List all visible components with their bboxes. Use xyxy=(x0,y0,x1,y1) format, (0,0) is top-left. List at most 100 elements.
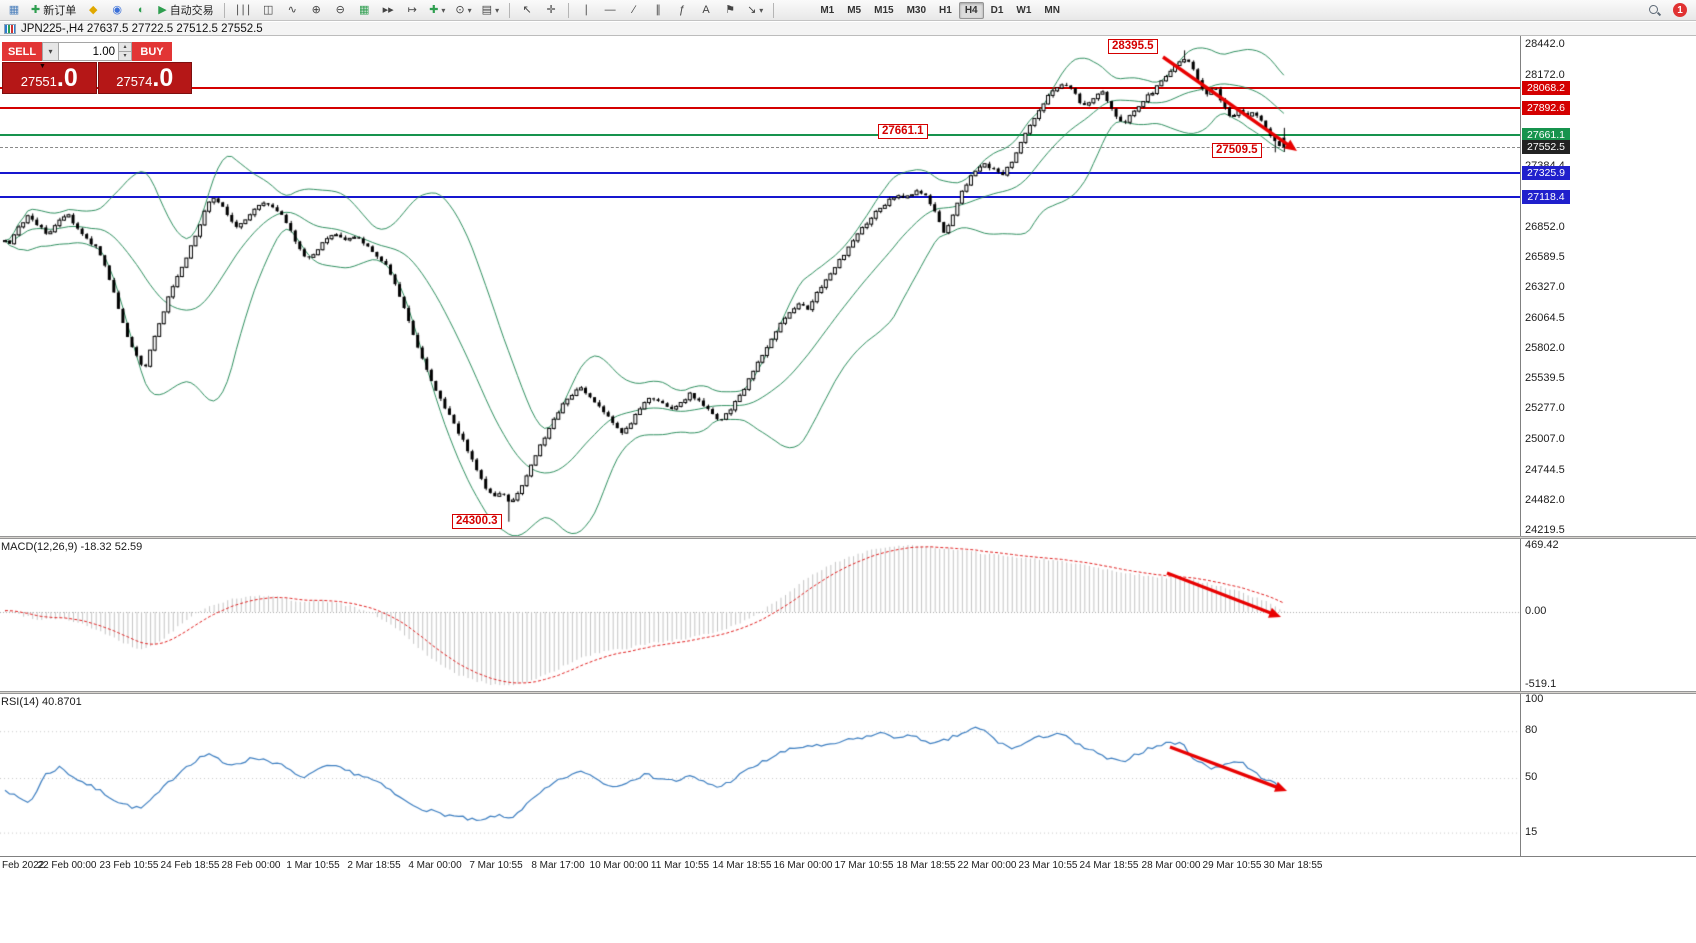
rsi-axis-label: 80 xyxy=(1525,724,1538,736)
macd-panel-splitter[interactable] xyxy=(0,536,1696,539)
chart-window-button[interactable]: ▦ xyxy=(3,1,25,19)
price-axis-label: 24744.5 xyxy=(1525,464,1565,476)
line-chart-icon: ∿ xyxy=(287,3,297,16)
toolbar-separator xyxy=(223,2,225,18)
bar-chart-icon: ∣∣∣ xyxy=(234,3,252,16)
time-axis-label: 1 Mar 10:55 xyxy=(286,860,340,871)
trendline-button[interactable]: ∕ xyxy=(623,1,645,19)
notification-badge[interactable]: 1 xyxy=(1673,3,1687,17)
price-axis-label: 25539.5 xyxy=(1525,372,1565,384)
volume-decrease-button[interactable]: ▾ xyxy=(119,52,131,60)
chart-window-titlebar: JPN225-,H4 27637.5 27722.5 27512.5 27552… xyxy=(0,22,1696,36)
volume-input[interactable] xyxy=(59,42,119,61)
time-axis-label: 14 Mar 18:55 xyxy=(712,860,772,871)
fibonacci-button[interactable]: ƒ xyxy=(671,1,693,19)
time-axis-label: 29 Mar 10:55 xyxy=(1202,860,1262,871)
price-chart-canvas[interactable] xyxy=(0,36,1520,536)
market-watch-icon: ◉ xyxy=(112,3,123,16)
channel-button[interactable]: ∥ xyxy=(647,1,669,19)
price-axis-label: 28442.0 xyxy=(1525,38,1565,50)
tile-windows-button[interactable]: ▦ xyxy=(353,1,375,19)
timeframe-m1[interactable]: M1 xyxy=(820,4,835,16)
timeframe-mn[interactable]: MN xyxy=(1044,4,1060,16)
rsi-axis-label: 15 xyxy=(1525,826,1538,838)
zoom-in-icon: ⊕ xyxy=(311,3,321,16)
toolbar-separator xyxy=(773,2,775,18)
price-badge: 28068.2 xyxy=(1522,81,1570,95)
macd-indicator-label: MACD(12,26,9) -18.32 52.59 xyxy=(1,541,143,553)
bar-chart-button[interactable]: ∣∣∣ xyxy=(231,1,256,19)
text-button[interactable]: A xyxy=(695,1,717,19)
cursor-button[interactable]: ↖ xyxy=(516,1,538,19)
timeframe-h1[interactable]: H1 xyxy=(939,4,952,16)
crosshair-button[interactable]: ✛ xyxy=(540,1,562,19)
buy-button[interactable]: BUY xyxy=(132,42,172,61)
buy-price-fraction: .0 xyxy=(152,64,174,92)
market-watch-button[interactable]: ◉ xyxy=(106,1,128,19)
chart-window-icon: ▦ xyxy=(8,3,20,16)
line-chart-button[interactable]: ∿ xyxy=(281,1,303,19)
toolbar-right: 1 xyxy=(1643,1,1693,19)
auto-trading-button[interactable]: ▶ 自动交易 xyxy=(154,1,217,19)
vertical-line-button[interactable]: ∣ xyxy=(575,1,597,19)
time-axis-label: 22 Feb 00:00 xyxy=(37,860,97,871)
chart-area: MACD(12,26,9) -18.32 52.59 RSI(14) 40.87… xyxy=(0,36,1696,875)
time-axis-label: 11 Mar 10:55 xyxy=(650,860,710,871)
cursor-icon: ↖ xyxy=(522,3,532,16)
horizontal-line-button[interactable]: ― xyxy=(599,1,621,19)
toolbar-separator xyxy=(509,2,511,18)
time-axis-label: 28 Feb 00:00 xyxy=(221,860,281,871)
periods-button[interactable]: ⊙ ▾ xyxy=(451,1,475,19)
candlestick-chart-button[interactable]: ◫ xyxy=(257,1,279,19)
time-axis-label: 23 Mar 10:55 xyxy=(1018,860,1078,871)
templates-button[interactable]: ▤ ▾ xyxy=(478,1,503,19)
metaeditor-button[interactable]: ◆ xyxy=(82,1,104,19)
auto-scroll-button[interactable]: ▸▸ xyxy=(377,1,399,19)
sell-button[interactable]: SELL xyxy=(2,42,42,61)
data-window-button[interactable]: ◐ xyxy=(130,1,152,19)
dropdown-caret-icon: ▾ xyxy=(759,5,764,15)
price-axis-label: 26852.0 xyxy=(1525,221,1565,233)
timeframe-h4[interactable]: H4 xyxy=(958,1,984,19)
timeframe-m30[interactable]: M30 xyxy=(906,4,927,16)
sell-price-button[interactable]: ▼ 27551.0 xyxy=(2,62,97,94)
timeframe-d1[interactable]: D1 xyxy=(990,4,1004,16)
price-axis-label: 24219.5 xyxy=(1525,524,1565,536)
indicators-button[interactable]: ✚ ▾ xyxy=(425,1,449,19)
price-axis-label: 24482.0 xyxy=(1525,494,1565,506)
chart-shift-icon: ↦ xyxy=(407,3,417,16)
auto-trading-button-label: 自动交易 xyxy=(169,5,214,17)
search-button[interactable] xyxy=(1643,1,1665,19)
timeframe-w1[interactable]: W1 xyxy=(1016,4,1032,16)
label-button[interactable]: ⚑ xyxy=(719,1,741,19)
templates-icon: ▤ xyxy=(481,3,493,16)
time-axis-label: 8 Mar 17:00 xyxy=(531,860,585,871)
time-axis-label: 18 Mar 18:55 xyxy=(896,860,956,871)
new-order-button[interactable]: ✚ 新订单 xyxy=(27,1,80,19)
time-axis-label: 30 Mar 18:55 xyxy=(1263,860,1323,871)
time-axis-label: 17 Mar 10:55 xyxy=(834,860,894,871)
buy-price-button[interactable]: 27574.0 xyxy=(97,62,192,94)
price-axis-label: 25007.0 xyxy=(1525,433,1565,445)
volume-increase-button[interactable]: ▴ xyxy=(119,43,131,52)
macd-panel-canvas[interactable] xyxy=(0,539,1520,691)
trade-options-button[interactable]: ▾ xyxy=(42,42,59,61)
toolbar-separator xyxy=(568,2,570,18)
time-axis[interactable]: Feb 2022 22 Feb 00:00 23 Feb 10:55 24 Feb 1… xyxy=(0,856,1696,875)
timeframe-m5[interactable]: M5 xyxy=(847,4,862,16)
rsi-indicator-label: RSI(14) 40.8701 xyxy=(1,696,82,708)
zoom-out-button[interactable]: ⊖ xyxy=(329,1,351,19)
arrows-button[interactable]: ↘ ▾ xyxy=(743,1,767,19)
rsi-panel-canvas[interactable] xyxy=(0,694,1520,856)
chart-shift-button[interactable]: ↦ xyxy=(401,1,423,19)
zoom-in-button[interactable]: ⊕ xyxy=(305,1,327,19)
rsi-panel-splitter[interactable] xyxy=(0,691,1696,694)
price-axis-label: 25277.0 xyxy=(1525,402,1565,414)
candlestick-chart-icon: ◫ xyxy=(262,3,274,16)
rsi-axis-label: 50 xyxy=(1525,771,1538,783)
price-axis[interactable]: 28442.028172.027384.426852.026589.526327… xyxy=(1520,36,1696,856)
price-badge: 27892.6 xyxy=(1522,101,1570,115)
time-axis-label: 28 Mar 00:00 xyxy=(1141,860,1201,871)
timeframe-m15[interactable]: M15 xyxy=(874,4,894,16)
macd-axis-label: 0.00 xyxy=(1525,605,1547,617)
